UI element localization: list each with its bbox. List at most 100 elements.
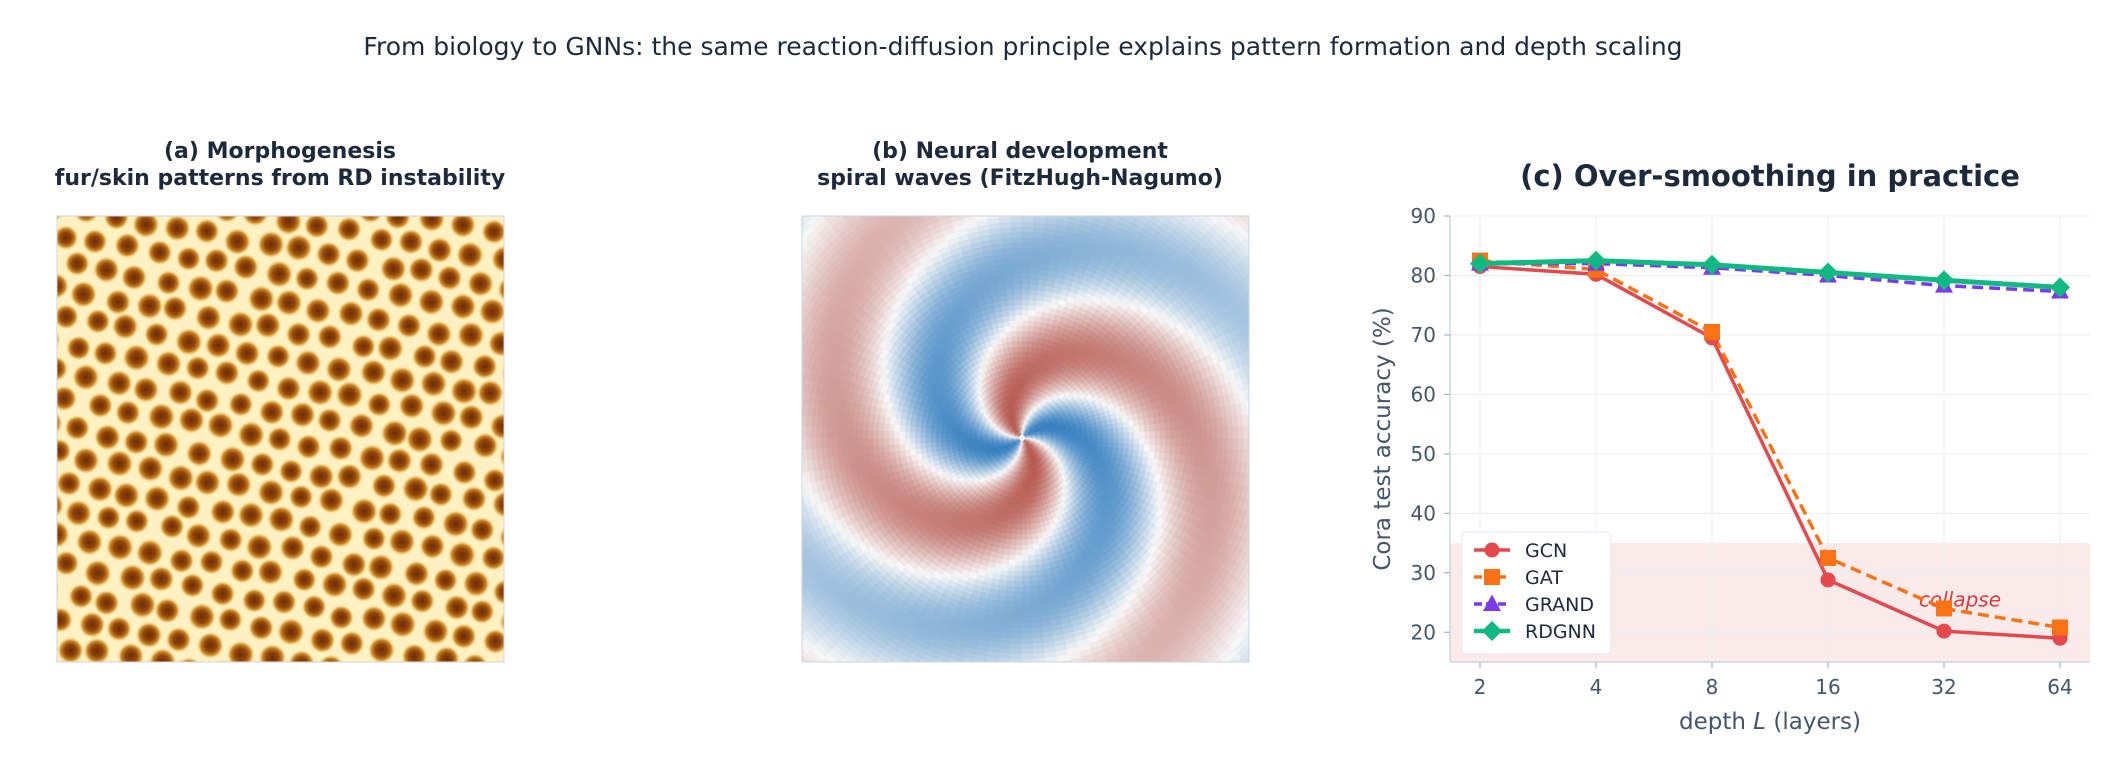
- spiral-cell: [1134, 438, 1140, 445]
- spot-244: [248, 614, 275, 641]
- spiral-cell: [999, 444, 1006, 448]
- spot-193: [124, 508, 150, 534]
- spot-87: [233, 340, 261, 367]
- spiral-cell: [1011, 622, 1022, 629]
- spiral-cell: [1011, 470, 1015, 477]
- spiral-cell: [1035, 463, 1040, 469]
- spiral-cell: [1011, 335, 1018, 342]
- spiral-cell: [1035, 414, 1041, 420]
- spiral-cell: [1041, 464, 1048, 471]
- spiral-cell: [991, 420, 997, 425]
- spiral-cell: [982, 433, 989, 437]
- spiral-cell: [1014, 294, 1023, 300]
- spiral-cell: [989, 448, 996, 453]
- spiral-cell: [831, 427, 838, 438]
- spiral-cell: [1010, 422, 1015, 428]
- spiral-cell: [1035, 401, 1041, 408]
- spiral-cell: [1001, 461, 1007, 468]
- spiral-cell: [940, 437, 947, 443]
- spiral-cell: [1024, 425, 1028, 431]
- spiral-cell: [1025, 503, 1030, 509]
- spiral-cell: [961, 434, 968, 438]
- spiral-cell: [1002, 415, 1008, 421]
- spiral-cell: [1048, 448, 1055, 453]
- spiral-cell: [1134, 431, 1140, 439]
- spiral-cell: [914, 437, 921, 444]
- spiral-cell: [1013, 426, 1018, 432]
- spot-247: [339, 630, 365, 657]
- spiral-cell: [1003, 432, 1010, 435]
- spot-69: [161, 295, 188, 322]
- spiral-cell: [956, 437, 962, 442]
- spiral-cell: [1013, 586, 1022, 593]
- spiral-cell: [1024, 461, 1027, 468]
- spiral-cell: [1020, 466, 1022, 473]
- spiral-cell: [1034, 469, 1039, 476]
- spiral-cell: [990, 449, 997, 454]
- spiral-cell: [1046, 460, 1052, 467]
- spiral-cell: [1024, 435, 1031, 438]
- spiral-cell: [1038, 453, 1044, 459]
- spiral-cell: [1032, 453, 1037, 459]
- spiral-cell: [1059, 448, 1066, 453]
- spiral-cell: [1029, 441, 1035, 445]
- panel-a-image: [56, 215, 505, 663]
- spiral-cell: [1013, 438, 1020, 442]
- spiral-cell: [1035, 473, 1041, 481]
- spot-175: [57, 470, 82, 497]
- spiral-cell: [977, 437, 983, 441]
- spiral-cell: [1004, 430, 1010, 434]
- spiral-cell: [1008, 423, 1014, 429]
- spiral-cell: [1022, 429, 1026, 436]
- spiral-cell: [1015, 461, 1019, 468]
- spiral-cell: [1012, 607, 1022, 613]
- spiral-cell: [1024, 408, 1027, 415]
- spiral-cell: [1039, 418, 1045, 424]
- spiral-cell: [1023, 466, 1026, 473]
- spiral-cell: [1043, 407, 1049, 413]
- spiral-cell: [1024, 439, 1030, 443]
- spiral-cell: [1007, 453, 1012, 459]
- spiral-cell: [1035, 421, 1041, 427]
- spiral-cell: [841, 437, 848, 448]
- spiral-cell: [1021, 477, 1025, 483]
- spiral-cell: [1022, 424, 1024, 430]
- spiral-cell: [994, 446, 1001, 450]
- spiral-cell: [1026, 450, 1029, 457]
- spiral-cell: [1024, 487, 1028, 494]
- spiral-cell: [997, 412, 1003, 418]
- spiral-cell: [1011, 617, 1022, 624]
- spiral-cell: [1033, 429, 1040, 433]
- spiral-cell: [1031, 446, 1037, 451]
- spiral-cell: [1056, 433, 1062, 437]
- spiral-cell: [1037, 447, 1043, 452]
- spiral-cell: [1050, 432, 1057, 436]
- spot-120: [289, 401, 316, 429]
- spiral-cell: [994, 416, 1000, 421]
- spiral-cell: [1006, 463, 1011, 470]
- spiral-cell: [1016, 440, 1021, 446]
- spiral-cell: [1046, 467, 1053, 474]
- spiral-cell: [1022, 309, 1030, 316]
- spiral-cell: [1024, 466, 1028, 473]
- spiral-cell: [1017, 503, 1022, 509]
- spiral-cell: [1003, 442, 1010, 445]
- spiral-cell: [992, 417, 999, 423]
- spiral-cell: [1034, 420, 1040, 425]
- spot-79: [471, 353, 498, 380]
- spiral-cell: [987, 440, 994, 444]
- spiral-cell: [1030, 416, 1035, 422]
- spiral-cell: [1017, 419, 1020, 426]
- spot-105: [306, 378, 334, 407]
- spiral-cell: [1023, 440, 1026, 446]
- spot-236: [482, 628, 504, 655]
- spiral-cell: [1017, 471, 1021, 478]
- spot-62: [425, 320, 453, 348]
- spiral-cell: [1191, 438, 1197, 448]
- spiral-cell: [1012, 252, 1023, 259]
- spiral-cell: [998, 441, 1005, 445]
- spiral-cell: [1022, 252, 1033, 259]
- spiral-cell: [1058, 450, 1065, 455]
- spiral-cell: [1024, 439, 1029, 444]
- spiral-cell: [1123, 438, 1130, 445]
